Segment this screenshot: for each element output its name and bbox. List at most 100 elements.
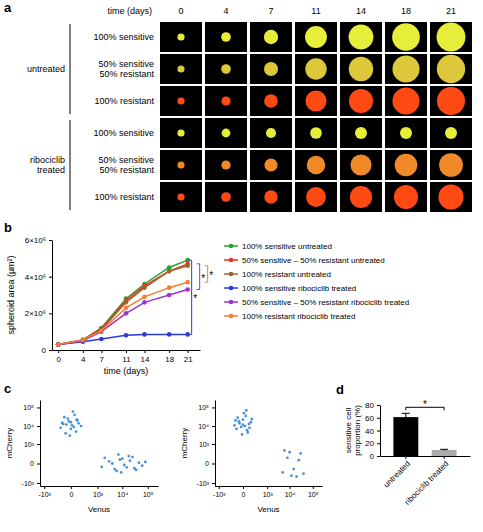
tick: 20: [365, 439, 380, 448]
tick-mark: [49, 277, 52, 278]
series-marker: [99, 328, 104, 333]
significance-bracket: [197, 264, 200, 290]
column-label: 7: [268, 6, 273, 16]
tick-label: 21: [184, 355, 193, 364]
point: [235, 428, 238, 431]
tick-mark: [98, 486, 99, 489]
series-marker: [142, 285, 147, 290]
series-marker: [185, 263, 190, 268]
tick-mark: [212, 463, 215, 464]
figure: atime (days)04711141821100% sensitive50%…: [0, 0, 483, 532]
series-marker: [142, 332, 147, 337]
panel-d: duntreatedribociclib treated020406080sen…: [336, 382, 471, 507]
image-cell: [205, 22, 247, 52]
series-marker: [124, 311, 129, 316]
tick-mark: [169, 350, 170, 353]
spheroid: [221, 32, 231, 42]
point: [73, 413, 76, 416]
image-cell: [250, 118, 292, 148]
tick-mark: [313, 486, 314, 489]
point: [236, 416, 239, 419]
point: [120, 471, 123, 474]
axis: 02×10⁶4×10⁶6×10⁶: [25, 236, 53, 355]
series-marker: [99, 329, 104, 334]
image-cell: [295, 54, 337, 84]
point: [100, 465, 103, 468]
tick: 0: [242, 486, 246, 498]
row-label-line: 50% resistant: [99, 69, 154, 79]
significance-bracket: [205, 266, 208, 283]
tick: 21: [184, 350, 193, 364]
tick: 11: [122, 350, 131, 364]
tick: 60: [365, 414, 380, 423]
series-line: [58, 266, 188, 345]
row-label: 100% sensitive: [93, 128, 154, 138]
panel-letter: d: [336, 382, 344, 397]
series-line: [58, 290, 188, 345]
image-cell: [385, 182, 427, 212]
tick-mark: [37, 483, 40, 484]
spheroid: [305, 26, 327, 48]
point: [281, 471, 284, 474]
bar: [432, 450, 457, 456]
point: [302, 472, 305, 475]
point: [233, 424, 236, 427]
point: [123, 464, 126, 467]
series-marker: [56, 342, 61, 347]
series-line: [58, 264, 188, 345]
column-label: 4: [223, 6, 228, 16]
point: [138, 461, 141, 464]
tick: -10³: [197, 480, 215, 487]
tick-label: -10³: [22, 480, 35, 487]
error-bar: [402, 413, 410, 421]
series-marker: [81, 338, 86, 343]
tick-label: 10⁵: [143, 491, 154, 498]
axis-title: mCherry: [5, 428, 14, 459]
spheroid: [438, 184, 463, 209]
tick-label: 10³: [199, 441, 210, 448]
annotation: *: [423, 399, 427, 410]
legend-marker: [229, 286, 234, 291]
point: [248, 426, 251, 429]
image-cell: [160, 182, 202, 212]
axis: untreatedribociclib treated: [381, 456, 471, 507]
point: [63, 416, 66, 419]
tick-label: -10³: [197, 480, 210, 487]
tick-mark: [212, 483, 215, 484]
row-label-line: 100% sensitive: [93, 128, 154, 138]
plot-area: [393, 413, 456, 456]
point: [144, 461, 147, 464]
tick-label: 10⁵: [308, 491, 319, 498]
axis-title-line: proportion (%): [353, 405, 362, 456]
point: [117, 453, 120, 456]
axis-title-line: spheroid area (µm²): [6, 255, 16, 334]
tick-mark: [71, 486, 72, 489]
point: [242, 423, 245, 426]
tick: 0: [370, 452, 380, 461]
spheroid: [222, 129, 231, 138]
annotation: *: [201, 273, 205, 284]
image-cell: [295, 86, 337, 116]
tick-mark: [37, 407, 40, 408]
spheroid: [264, 62, 278, 76]
point: [108, 460, 111, 463]
spheroid: [177, 65, 184, 72]
tick: 10³: [93, 486, 104, 498]
axis-title: Venus: [88, 505, 110, 514]
tick-label: 4×10⁶: [25, 273, 46, 282]
row-label-line: 50% resistant: [99, 165, 154, 175]
series-marker: [81, 339, 86, 344]
tick-mark: [37, 444, 40, 445]
spheroid: [437, 87, 465, 115]
tick: 10⁴: [117, 486, 128, 498]
tick-mark: [444, 456, 445, 459]
column-label: 21: [446, 6, 456, 16]
axis-title-line: sensitive cell: [344, 408, 353, 454]
image-cell: [205, 54, 247, 84]
series-marker: [167, 332, 172, 337]
point: [243, 412, 246, 415]
series-marker: [81, 338, 86, 343]
point: [77, 422, 80, 425]
image-cell: [160, 86, 202, 116]
point: [103, 456, 106, 459]
